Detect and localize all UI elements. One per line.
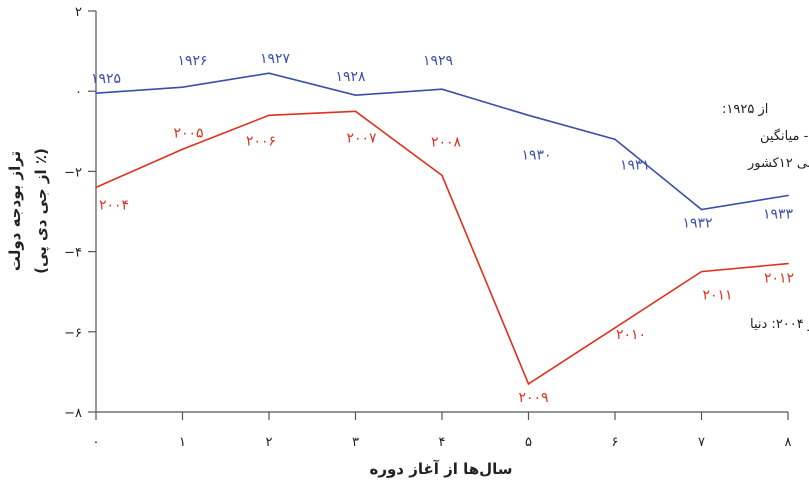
x-tick-label: ۳	[352, 435, 359, 450]
series-1-point-label: ۱۹۳۳	[763, 206, 794, 222]
series-1-point	[700, 208, 703, 211]
series-2-point-label: ۲۰۰۴	[99, 197, 129, 213]
y-tick-label: −۴	[64, 246, 82, 261]
x-axis-title: سال‌ها از آغاز دوره	[369, 460, 512, 478]
series-2-point-label: ۲۰۰۶	[246, 133, 276, 149]
y-tick-label: −۶	[64, 326, 82, 341]
x-tick-label: ۶	[612, 435, 619, 450]
x-tick-label: ۱	[179, 435, 186, 450]
series-2-point-label: ۲۰۰۸	[431, 134, 462, 150]
series-1-point	[787, 194, 789, 197]
x-tick-label: ۷	[698, 435, 705, 450]
series-2-point	[787, 262, 789, 265]
x-tick-label: ۵	[525, 435, 532, 450]
series-2-point	[268, 114, 270, 117]
y-axis-title-line-1: تراز بودجه دولت	[6, 151, 24, 271]
x-tick-label: ۸	[785, 435, 792, 450]
series-1-point-label: ۱۹۲۶	[177, 53, 207, 69]
series-2-point	[614, 326, 616, 329]
axes: ۲ ۰ −۲ −۴ −۶ −۸ ۰ ۱ ۲ ۳ ۴ ۵ ۶ ۷ ۸	[64, 5, 791, 450]
x-tick-label: ۲	[266, 435, 273, 450]
series-1-point-label: ۱۹۲۹	[423, 53, 453, 69]
y-axis-title-line-2: (٪ از جی دی پی)	[32, 148, 51, 274]
series-line-2	[95, 110, 789, 386]
series-1-point-label: ۱۹۳۰	[521, 147, 551, 163]
series-2-point-label: ۲۰۰۹	[518, 390, 548, 406]
series-2-point-label: ۲۰۱۱	[702, 288, 732, 304]
series-1-point	[354, 94, 357, 97]
red-annotation: از ۲۰۰۴: دنیا	[750, 317, 809, 332]
series-1-point	[95, 92, 97, 95]
blue-annotation-line-3: وزنی ۱۲کشور	[747, 156, 809, 171]
series-1-point	[181, 86, 184, 88]
series-2-point	[354, 110, 357, 113]
y-tick-label: ۰	[75, 85, 82, 100]
y-tick-label: −۲	[64, 165, 82, 180]
series-2-point-label: ۲۰۱۰	[616, 327, 646, 343]
y-tick-label: ۲	[75, 5, 82, 20]
series-2-point-label: ۲۰۰۵	[173, 125, 203, 141]
series-1-point-label: ۱۹۳۲	[682, 215, 712, 231]
series-1-point-label: ۱۹۲۷	[260, 51, 291, 67]
series-1-point	[614, 138, 616, 141]
y-tick-label: −۸	[64, 406, 82, 421]
series-2-point	[95, 186, 97, 189]
annotations: از ۱۹۲۵: جی دی پی- میانگین وزنی ۱۲کشور ا…	[722, 102, 809, 332]
series-2-point-label: ۲۰۱۲	[764, 271, 794, 287]
series-2-point	[181, 148, 184, 151]
series-1-point-label: ۱۹۳۱	[620, 157, 650, 173]
series-1-point-label: ۱۹۲۸	[335, 69, 366, 85]
series-layer	[95, 72, 789, 386]
series-1-point-label: ۱۹۲۵	[91, 71, 121, 87]
series-2-point	[527, 383, 530, 385]
series-1-point	[268, 72, 270, 74]
series-2-point	[700, 270, 703, 273]
series-2-point-label: ۲۰۰۷	[346, 130, 377, 146]
point-labels: ۱۹۲۵ ۱۹۲۶ ۱۹۲۷ ۱۹۲۸ ۱۹۲۹ ۱۹۳۰ ۱۹۳۱ ۱۹۳۲ ۱۹۳۳ ۲۰۰۴…	[91, 51, 794, 406]
series-2-point	[441, 174, 443, 177]
blue-annotation-line-2: جی دی پی- میانگین	[760, 128, 809, 144]
x-tick-label: ۰	[93, 435, 100, 450]
series-1-point	[441, 88, 443, 90]
x-tick-label: ۴	[439, 435, 446, 450]
blue-annotation-line-1: از ۱۹۲۵:	[722, 102, 768, 117]
series-1-point	[527, 114, 530, 117]
